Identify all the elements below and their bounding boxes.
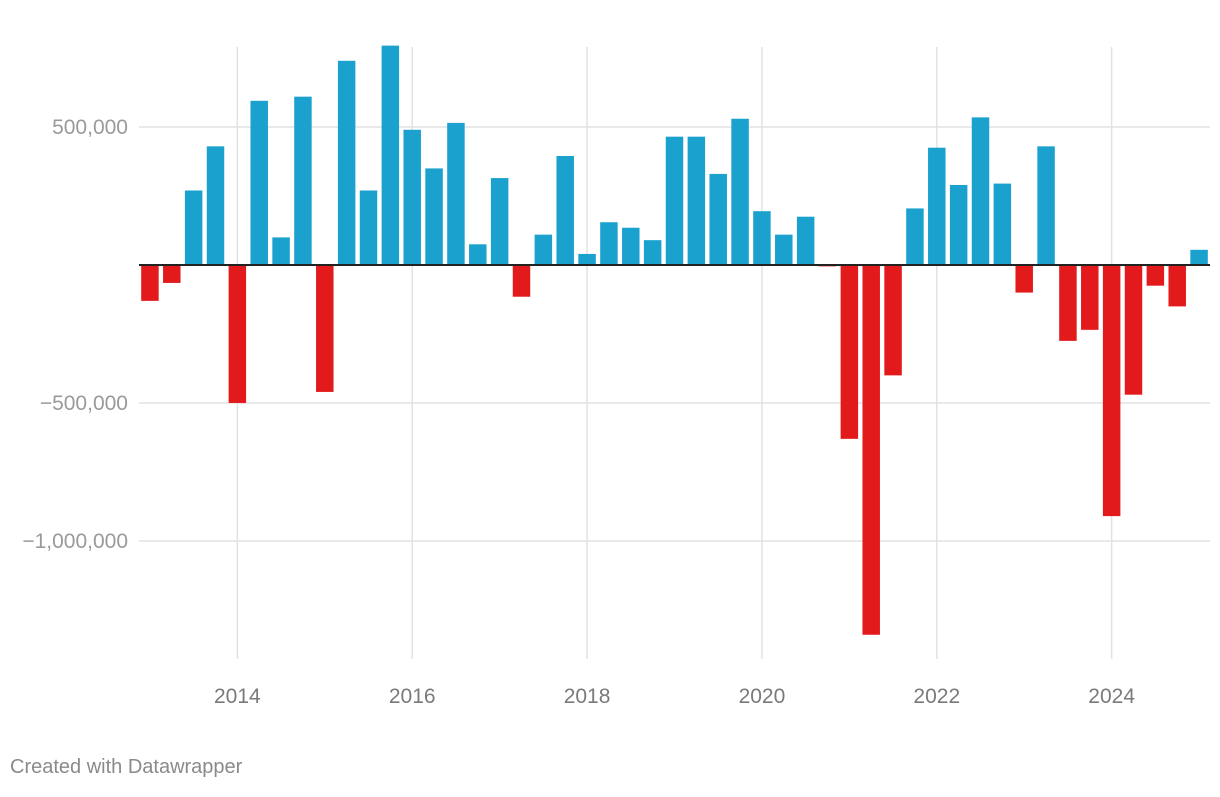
bar-positive bbox=[665, 136, 684, 265]
bar-negative bbox=[884, 264, 902, 376]
bar-positive bbox=[184, 190, 203, 265]
x-tick-label: 2016 bbox=[389, 685, 436, 708]
x-tick-label: 2024 bbox=[1088, 685, 1135, 708]
bar-negative bbox=[1102, 264, 1121, 517]
bar-negative bbox=[840, 264, 859, 439]
bar-positive bbox=[490, 178, 509, 265]
bar-layer bbox=[141, 45, 1208, 635]
bar-positive bbox=[928, 147, 946, 265]
y-tick-label: 500,000 bbox=[52, 116, 128, 139]
bar-positive bbox=[359, 190, 378, 265]
bar-positive bbox=[993, 183, 1012, 265]
bar-positive bbox=[337, 60, 356, 265]
bar-positive bbox=[1190, 249, 1208, 265]
x-tick-label: 2018 bbox=[564, 685, 611, 708]
bar-positive bbox=[294, 96, 312, 265]
bar-positive bbox=[687, 136, 706, 265]
bar-negative bbox=[316, 264, 334, 392]
bar-positive bbox=[775, 234, 793, 265]
y-tick-label: −1,000,000 bbox=[22, 530, 128, 553]
bar-negative bbox=[1168, 264, 1186, 307]
bar-positive bbox=[796, 216, 815, 265]
axis-layer: 500,000 −500,000 −1,000,000 2014 2016 2018 202… bbox=[22, 116, 1210, 708]
bar-negative bbox=[228, 264, 247, 403]
x-tick-label: 2022 bbox=[913, 685, 960, 708]
bar-positive bbox=[272, 237, 290, 265]
x-tick-label: 2014 bbox=[214, 685, 261, 708]
x-tick-label: 2020 bbox=[739, 685, 786, 708]
bar-positive bbox=[381, 45, 400, 265]
bar-positive bbox=[403, 129, 421, 265]
y-tick-label: −500,000 bbox=[40, 392, 128, 415]
bar-positive bbox=[250, 100, 268, 265]
bar-negative bbox=[1146, 264, 1165, 286]
bar-positive bbox=[556, 155, 574, 265]
bar-positive bbox=[469, 244, 487, 265]
bar-positive bbox=[731, 118, 749, 265]
bar-positive bbox=[949, 184, 968, 265]
bar-positive bbox=[709, 173, 727, 265]
bar-positive bbox=[906, 208, 924, 265]
bar-positive bbox=[534, 234, 553, 265]
bar-negative bbox=[163, 264, 181, 283]
bar-positive bbox=[425, 168, 443, 265]
bar-negative bbox=[512, 264, 531, 297]
datawrapper-credit: Created with Datawrapper bbox=[10, 756, 243, 778]
bar-positive bbox=[578, 253, 596, 265]
bar-negative bbox=[141, 264, 159, 301]
bar-negative bbox=[862, 264, 880, 635]
bar-negative bbox=[1081, 264, 1099, 330]
bar-positive bbox=[600, 222, 618, 265]
bar-negative bbox=[1059, 264, 1077, 341]
bar-positive bbox=[206, 146, 225, 265]
bar-positive bbox=[971, 117, 990, 265]
bar-positive bbox=[753, 211, 771, 265]
bar-negative bbox=[1124, 264, 1143, 395]
bar-negative bbox=[1015, 264, 1033, 293]
bar-positive bbox=[643, 240, 662, 265]
bar-positive bbox=[1037, 146, 1055, 265]
bar-positive bbox=[622, 227, 640, 265]
bar-positive bbox=[447, 122, 465, 265]
